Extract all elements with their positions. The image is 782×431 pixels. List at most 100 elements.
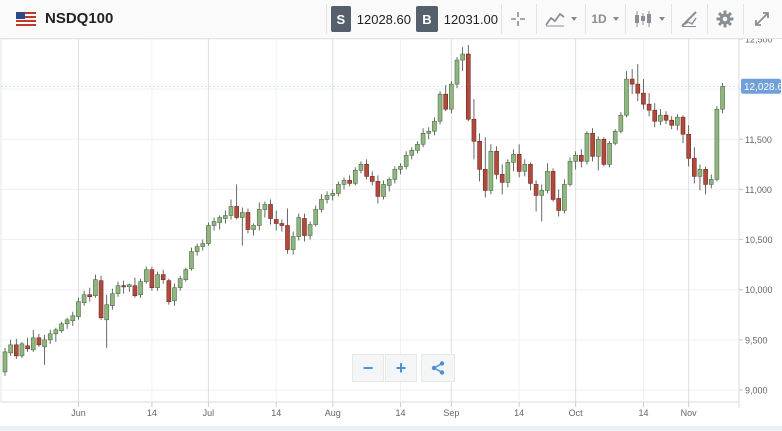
- candle-down: [629, 78, 635, 85]
- y-tick-label: 12,500: [745, 39, 773, 45]
- candle-down: [121, 285, 126, 288]
- price-chart[interactable]: 9,0009,50010,00010,50011,00011,50012,000…: [0, 39, 782, 426]
- plus-icon: +: [395, 357, 407, 378]
- instrument-symbol: NSDQ100: [45, 10, 114, 27]
- candle-down: [516, 154, 522, 172]
- candle-down: [273, 219, 279, 224]
- candle-up: [522, 164, 528, 172]
- candle-up: [59, 323, 64, 332]
- candle-down: [494, 151, 499, 175]
- candle-down: [302, 218, 307, 236]
- fullscreen-icon: [755, 12, 769, 26]
- candle-down: [528, 164, 533, 184]
- current-price-tag-bg: [741, 78, 781, 94]
- fullscreen-button[interactable]: [747, 6, 777, 32]
- candle-up: [708, 179, 714, 185]
- candle-up: [200, 243, 206, 247]
- gear-icon: [716, 10, 734, 28]
- candle-up: [562, 184, 567, 211]
- candle-down: [369, 176, 375, 182]
- chevron-down-icon: [612, 17, 619, 21]
- candle-down: [268, 204, 273, 219]
- candle-up: [618, 114, 624, 132]
- candle-up: [624, 78, 629, 116]
- candle-down: [245, 212, 251, 230]
- candle-up: [403, 155, 409, 167]
- candle-up: [183, 269, 189, 280]
- candle-down: [443, 93, 449, 110]
- candle-down: [499, 174, 505, 183]
- candle-down: [680, 116, 686, 135]
- toolbar: NSDQ100 S 12028.60 B 12031.00 1D: [0, 0, 782, 39]
- candle-up: [223, 215, 228, 219]
- candle-up: [290, 236, 296, 250]
- candle-up: [47, 333, 53, 341]
- y-tick-label: 11,500: [745, 135, 772, 145]
- scroll-strip[interactable]: [0, 426, 782, 431]
- candle-up: [352, 170, 358, 184]
- candle-down: [601, 138, 607, 165]
- candle-up: [341, 180, 347, 185]
- candle-up: [567, 161, 573, 185]
- candle-up: [449, 83, 454, 110]
- chart-type-button[interactable]: [541, 6, 581, 32]
- candle-up: [115, 285, 121, 295]
- candle-up: [138, 281, 143, 296]
- buy-button[interactable]: B 12031.00: [416, 6, 498, 32]
- candle-down: [482, 169, 488, 191]
- candle-up: [398, 166, 403, 170]
- candle-down: [663, 114, 669, 121]
- y-tick-label: 11,000: [745, 185, 772, 195]
- candle-down: [347, 180, 352, 184]
- candle-up: [211, 221, 217, 226]
- candle-down: [550, 171, 556, 200]
- candle-up: [240, 212, 245, 218]
- candle-up: [206, 225, 211, 244]
- settings-button[interactable]: [710, 6, 740, 32]
- candle-up: [607, 142, 612, 165]
- x-tick-label: 14: [395, 408, 405, 418]
- drawing-tools-button[interactable]: [674, 6, 704, 32]
- timeframe-label: 1D: [591, 12, 607, 26]
- sell-button[interactable]: S 12028.60: [331, 6, 411, 32]
- y-tick-label: 9,500: [745, 335, 768, 345]
- candle-up: [251, 225, 256, 230]
- toolbar-divider: [743, 4, 744, 34]
- candle-up: [70, 315, 76, 322]
- zoom-out-button[interactable]: −: [352, 354, 384, 382]
- toolbar-divider: [671, 4, 672, 34]
- candle-up: [76, 301, 81, 318]
- crosshair-icon: [511, 12, 525, 26]
- chevron-down-icon: [571, 17, 577, 21]
- candle-down: [669, 119, 675, 126]
- candle-down: [149, 269, 155, 288]
- x-tick-label: Nov: [681, 408, 698, 418]
- candle-up: [539, 190, 545, 196]
- candle-up: [437, 93, 443, 122]
- candle-style-button[interactable]: [629, 6, 669, 32]
- candle-up: [336, 184, 341, 194]
- crosshair-button[interactable]: [503, 6, 533, 32]
- candle-up: [93, 279, 98, 297]
- candle-down: [477, 140, 482, 170]
- share-button[interactable]: [421, 354, 455, 382]
- line-chart-icon: [545, 12, 565, 27]
- zoom-in-button[interactable]: +: [385, 354, 417, 382]
- timeframe-button[interactable]: 1D: [588, 6, 622, 32]
- candle-down: [160, 274, 166, 280]
- candle-down: [132, 285, 138, 297]
- candle-down: [646, 103, 652, 111]
- candle-down: [87, 294, 93, 298]
- y-tick-label: 10,500: [745, 235, 773, 245]
- x-axis: Jun 14 Jul 14 Aug 14 Sep 14 Oct 14 Nov: [71, 402, 697, 418]
- candle-down: [166, 280, 172, 303]
- buy-price: 12031.00: [443, 11, 498, 27]
- candle-up: [42, 339, 47, 348]
- current-price-tag: 12,028.60: [741, 78, 782, 94]
- candle-up: [262, 204, 268, 210]
- share-icon: [431, 361, 445, 375]
- candle-up: [420, 132, 426, 145]
- candle-up: [675, 116, 680, 126]
- plot-area: [0, 39, 740, 403]
